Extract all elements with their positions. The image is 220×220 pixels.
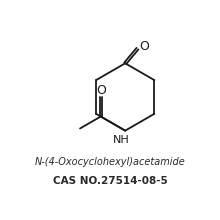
Text: NH: NH <box>113 135 130 145</box>
Text: CAS NO.27514-08-5: CAS NO.27514-08-5 <box>53 176 167 186</box>
Text: O: O <box>139 40 149 53</box>
Text: O: O <box>96 84 106 97</box>
Text: N-(4-Oxocyclohexyl)acetamide: N-(4-Oxocyclohexyl)acetamide <box>35 157 185 167</box>
